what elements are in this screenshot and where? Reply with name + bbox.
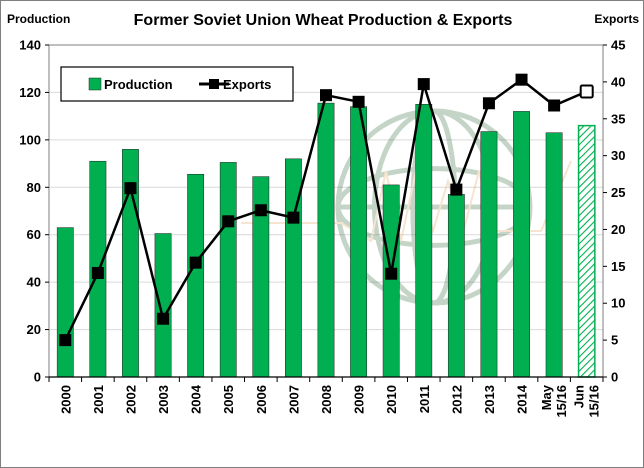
x-tick-label: 2011: [417, 385, 432, 413]
exports-marker: [124, 182, 137, 195]
x-tick-label: 2010: [384, 385, 399, 414]
left-tick-label: 60: [27, 227, 41, 242]
left-tick-label: 0: [34, 370, 41, 385]
x-tick-label: 2004: [189, 384, 204, 414]
right-tick-label: 15: [611, 259, 625, 274]
exports-marker: [515, 73, 528, 86]
globe-parallel: [335, 166, 533, 248]
exports-line: [59, 73, 594, 347]
legend-exports-marker: [209, 79, 219, 89]
left-tick-label: 100: [19, 132, 41, 147]
exports-marker: [417, 78, 430, 91]
x-tick-label: 2007: [286, 385, 301, 414]
production-bar: [350, 106, 367, 378]
globe-outline: [335, 108, 533, 306]
production-bar: [382, 184, 400, 378]
x-tick-label: 2005: [221, 385, 236, 414]
right-tick-label: 20: [611, 222, 625, 237]
exports-marker: [157, 312, 170, 325]
production-bar: [577, 124, 596, 378]
x-tick-label: 15/16: [554, 385, 569, 418]
production-bar: [480, 131, 498, 378]
left-tick-label: 140: [19, 38, 41, 53]
left-axis-title: Production: [7, 12, 70, 26]
x-tick-label: 2009: [352, 385, 367, 414]
left-tick-label: 80: [27, 180, 41, 195]
right-tick-label: 30: [611, 148, 625, 163]
exports-marker: [222, 215, 235, 228]
exports-marker: [287, 211, 300, 224]
right-tick-label: 10: [611, 296, 625, 311]
legend-production-swatch: [88, 77, 102, 91]
x-tick-label: 2000: [58, 385, 73, 414]
exports-marker: [320, 89, 332, 102]
legend: Production Exports: [60, 66, 294, 102]
x-tick-label: 2012: [449, 385, 464, 414]
right-tick-label: 5: [611, 333, 618, 348]
left-tick-label: 120: [19, 85, 41, 100]
axes: 0 20 40 60 80 100 120 140 0 5 10 15 20 25 30 35 40 45 2000…: [19, 38, 625, 418]
left-tick-label: 40: [27, 275, 41, 290]
exports-marker: [482, 97, 495, 110]
production-bar: [219, 162, 237, 378]
x-tick-label: 2001: [91, 385, 106, 414]
x-tick-label: 2003: [156, 385, 171, 414]
right-tick-label: 25: [611, 185, 625, 200]
right-axis-title: Exports: [594, 12, 639, 26]
x-tick-label: 2013: [482, 385, 497, 414]
right-tick-label: 45: [611, 38, 625, 53]
chart-title: Former Soviet Union Wheat Production & E…: [134, 12, 513, 29]
x-tick-label: 2008: [319, 385, 334, 414]
exports-marker: [189, 256, 202, 269]
x-tick-label: 2014: [515, 384, 530, 414]
right-tick-label: 40: [611, 74, 625, 89]
legend-production-label: Production: [104, 77, 173, 92]
exports-marker: [450, 183, 463, 196]
production-bar: [187, 173, 205, 378]
production-bar: [545, 132, 563, 378]
production-bar: [415, 104, 433, 378]
production-bar: [447, 194, 465, 378]
exports-marker: [352, 95, 365, 108]
left-tick-label: 20: [27, 322, 41, 337]
production-bar: [154, 233, 172, 378]
production-bar: [317, 102, 335, 378]
right-tick-label: 0: [611, 370, 618, 385]
x-tick-label: 2006: [254, 385, 269, 414]
exports-marker: [548, 99, 561, 112]
exports-marker: [579, 84, 594, 99]
x-tick-label: 15/16: [587, 385, 602, 418]
right-tick-label: 35: [611, 111, 625, 126]
exports-marker: [59, 334, 72, 347]
legend-exports-label: Exports: [223, 77, 271, 92]
exports-marker: [91, 266, 104, 279]
x-tick-label: 2002: [123, 385, 138, 414]
x-tick-label: Jun: [572, 385, 587, 408]
production-bar: [56, 227, 74, 378]
production-bar: [513, 111, 530, 378]
exports-marker: [385, 267, 398, 280]
exports-marker: [254, 204, 267, 217]
x-tick-label: May: [539, 384, 554, 410]
